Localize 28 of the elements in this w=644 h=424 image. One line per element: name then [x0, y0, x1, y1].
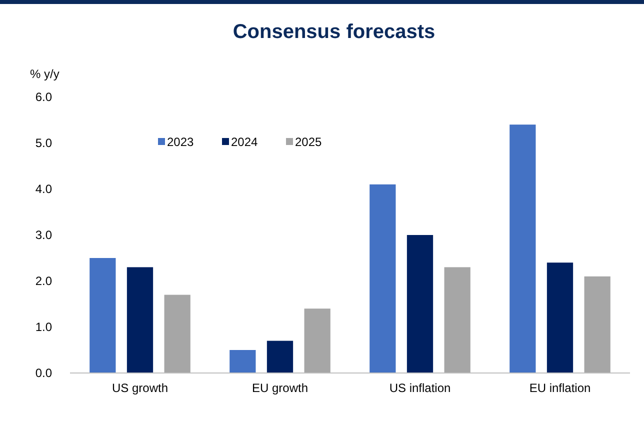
- y-tick-label: 1.0: [35, 320, 52, 334]
- bar: [370, 184, 396, 373]
- bar: [546, 262, 574, 373]
- x-tick-label: EU inflation: [529, 381, 591, 395]
- bar: [126, 267, 154, 373]
- x-tick-label: US inflation: [389, 381, 451, 395]
- bar: [406, 235, 434, 373]
- bar: [444, 267, 470, 373]
- y-tick-label: 0.0: [35, 366, 52, 380]
- y-tick-label: 6.0: [35, 90, 52, 104]
- chart-title: Consensus forecasts: [232, 21, 436, 43]
- legend-label: 2024: [231, 135, 258, 150]
- y-axis-title: % y/y: [30, 67, 60, 81]
- y-tick-label: 3.0: [35, 228, 52, 242]
- bar: [584, 276, 610, 373]
- legend-label: 2025: [295, 135, 322, 150]
- bar: [510, 124, 536, 373]
- bar: [266, 340, 294, 373]
- x-tick-label: EU growth: [252, 381, 308, 395]
- bar: [164, 294, 190, 373]
- legend-label: 2023: [167, 135, 194, 150]
- x-tick-label: US growth: [112, 381, 168, 395]
- bar: [90, 258, 116, 373]
- bar: [230, 350, 256, 373]
- y-tick-label: 4.0: [35, 182, 52, 196]
- bar: [304, 308, 330, 373]
- y-tick-label: 2.0: [35, 274, 52, 288]
- y-tick-label: 5.0: [35, 136, 52, 150]
